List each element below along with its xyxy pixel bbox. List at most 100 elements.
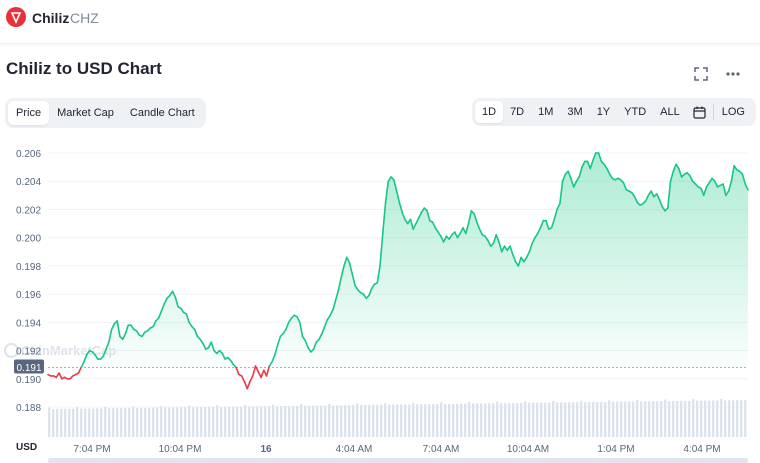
price-line-segment xyxy=(467,210,473,225)
volume-bar xyxy=(372,404,375,437)
fullscreen-icon[interactable] xyxy=(693,66,709,82)
volume-bar xyxy=(116,408,119,437)
price-line-segment xyxy=(705,181,711,188)
range-7d[interactable]: 7D xyxy=(510,106,525,118)
price-line-segment xyxy=(346,256,351,264)
volume-bar xyxy=(100,408,103,437)
price-line-segment xyxy=(633,195,639,204)
price-line-segment xyxy=(282,328,287,335)
price-line-segment xyxy=(534,232,539,239)
volume-bar xyxy=(200,407,203,437)
price-line-segment xyxy=(188,321,193,328)
volume-bar xyxy=(188,405,191,437)
volume-bar xyxy=(744,400,747,437)
log-scale-toggle[interactable]: LOG xyxy=(721,106,745,118)
price-line-segment xyxy=(379,232,384,267)
price-line-segment xyxy=(80,361,85,369)
tab-market-cap[interactable]: Market Cap xyxy=(57,107,114,119)
tab-price[interactable]: Price xyxy=(8,101,50,125)
price-line-segment xyxy=(332,298,337,311)
price-line-segment xyxy=(370,283,376,290)
range-all[interactable]: ALL xyxy=(660,106,680,118)
volume-bar xyxy=(220,406,223,437)
volume-bar xyxy=(248,406,251,437)
chart-range-scrollbar[interactable] xyxy=(48,458,748,463)
volume-bar xyxy=(648,401,651,437)
volume-bar xyxy=(280,406,283,437)
volume-bar xyxy=(260,406,263,437)
volume-bar xyxy=(540,402,543,437)
price-line-segment xyxy=(307,346,312,353)
price-line-segment xyxy=(661,205,666,212)
price-line-segment xyxy=(249,375,254,383)
price-line-segment xyxy=(387,176,392,183)
price-line-segment xyxy=(287,317,293,324)
volume-bar xyxy=(324,405,327,437)
price-line-segment xyxy=(318,332,323,341)
volume-bar xyxy=(664,399,667,437)
volume-bar xyxy=(276,406,279,437)
volume-bar xyxy=(620,401,623,437)
price-line-segment xyxy=(581,160,586,168)
price-line-segment xyxy=(171,290,177,298)
volume-bar xyxy=(708,400,711,437)
volume-bar xyxy=(604,401,607,437)
price-line-segment xyxy=(730,164,735,183)
open-price-tag-bg xyxy=(14,359,44,374)
price-line-segment xyxy=(401,211,406,221)
price-line-segment xyxy=(412,222,417,230)
volume-bar xyxy=(184,407,187,437)
price-line-segment xyxy=(464,222,470,235)
volume-bar xyxy=(532,402,535,437)
volume-bar xyxy=(688,400,691,437)
chart-type-tabs: Price Market Cap Candle Chart xyxy=(5,98,206,128)
volume-bar xyxy=(484,403,487,437)
price-line-segment xyxy=(700,187,705,197)
price-line-segment xyxy=(260,369,265,379)
volume-bar xyxy=(112,408,115,437)
volume-bar xyxy=(416,404,419,437)
volume-bar xyxy=(148,407,151,437)
price-line-segment xyxy=(575,176,581,183)
volume-bar xyxy=(580,400,583,437)
open-price-tag: 0.191 xyxy=(14,359,44,374)
price-line-segment xyxy=(83,353,88,363)
price-chart[interactable]: 0.188 0.190 0.192 0.194 0.196 0.198 0.200 0.202… xyxy=(0,140,760,458)
chart-title: Chiliz to USD Chart xyxy=(6,59,162,78)
volume-bar xyxy=(700,400,703,437)
volume-bar xyxy=(404,404,407,437)
y-tick-label: 0.204 xyxy=(16,177,41,188)
price-line-segment xyxy=(384,180,390,204)
price-line-segment xyxy=(298,321,304,338)
range-1m[interactable]: 1M xyxy=(538,106,554,118)
calendar-icon[interactable] xyxy=(687,101,713,123)
volume-bar xyxy=(724,400,727,437)
y-tick-label: 0.206 xyxy=(16,149,41,160)
range-3m[interactable]: 3M xyxy=(567,106,583,118)
volume-bar xyxy=(92,408,95,437)
watermark-logo-icon xyxy=(4,343,19,358)
price-line-segment xyxy=(274,344,279,356)
range-1y[interactable]: 1Y xyxy=(596,106,611,118)
tab-candle-chart[interactable]: Candle Chart xyxy=(129,107,195,119)
price-line-segment xyxy=(478,228,484,236)
volume-bar xyxy=(360,404,363,437)
volume-bar xyxy=(236,406,239,437)
volume-bar xyxy=(696,400,699,437)
volume-bar xyxy=(232,406,235,437)
volume-bar xyxy=(344,405,347,437)
price-line-segment xyxy=(415,217,420,225)
price-line-segment xyxy=(713,180,719,188)
price-line-segment xyxy=(124,324,130,335)
volume-bar xyxy=(128,407,131,437)
price-line-segment xyxy=(152,320,157,328)
range-1d[interactable]: 1D xyxy=(475,101,504,123)
price-line-segment xyxy=(199,338,204,345)
price-line-segment xyxy=(675,163,680,170)
range-ytd[interactable]: YTD xyxy=(624,106,647,118)
volume-bar xyxy=(436,404,439,437)
more-options-icon[interactable] xyxy=(725,66,741,82)
volume-bar xyxy=(136,407,139,437)
volume-bar xyxy=(740,400,743,437)
coin-name: Chiliz xyxy=(32,10,70,26)
